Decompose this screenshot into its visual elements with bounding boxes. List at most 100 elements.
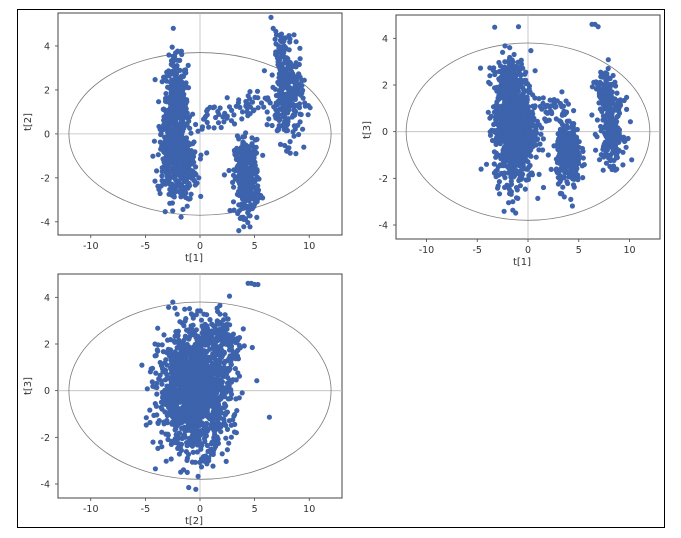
y-tick-label: -4 [41,480,50,491]
y-tick-label: 4 [44,41,50,52]
data-point [514,103,521,109]
data-point [514,125,521,131]
data-point [513,63,520,69]
data-point [569,203,575,209]
data-point [165,69,171,75]
data-point [172,333,178,339]
data-point [188,328,194,334]
data-point [168,98,175,104]
data-point [297,45,303,51]
data-point [291,32,297,38]
data-point [226,167,232,174]
data-point [172,126,178,132]
data-point [204,395,210,401]
data-point [198,372,204,378]
data-point [254,167,260,173]
data-point [230,417,236,423]
data-point [240,139,246,145]
data-point [270,25,276,31]
data-point [614,114,620,120]
data-point [569,146,575,152]
data-point [553,104,559,110]
data-point [159,444,165,450]
data-point [175,48,181,54]
data-point [562,163,568,169]
data-point [606,141,612,147]
data-point [193,401,199,407]
data-point [502,59,508,65]
data-point [241,197,247,203]
data-point [180,94,186,100]
data-point [160,127,166,133]
data-point [229,337,235,343]
data-point [292,112,298,118]
data-point [207,412,213,419]
data-point [199,353,205,359]
data-point [181,337,187,343]
data-point [615,98,621,104]
data-point [515,95,521,101]
data-point [193,164,199,170]
data-point [189,425,195,431]
data-point [499,114,505,120]
data-point [299,83,305,89]
data-point [159,365,166,372]
data-point [201,431,207,437]
data-point [536,122,542,128]
data-point [198,317,205,323]
data-point [165,374,171,380]
data-point [291,107,297,113]
data-point [209,362,215,368]
data-point [172,439,178,446]
data-point [487,115,493,121]
data-point [612,167,618,173]
data-point [253,150,260,156]
data-point [573,149,579,155]
data-point [526,164,532,170]
data-point [509,120,515,126]
data-point [559,89,565,95]
data-point [511,74,518,80]
data-point [172,109,178,115]
data-point [170,299,176,305]
data-point [155,152,161,158]
data-point [198,446,204,452]
data-point [567,155,573,161]
data-point [519,94,526,100]
data-point [287,139,293,145]
data-point [190,449,196,455]
x-tick-label: 0 [525,245,531,256]
data-point [224,426,231,432]
data-point [300,87,306,93]
data-point [287,36,293,42]
data-point [283,102,289,109]
data-point [600,167,606,173]
data-point [496,92,502,98]
data-point [492,24,498,30]
data-point [215,308,221,315]
x-axis-label: t[1] [185,253,203,264]
data-point [181,323,187,329]
data-point [231,184,237,190]
data-point [594,117,600,123]
data-point [613,134,619,140]
data-point [213,114,219,121]
data-point [154,391,160,397]
data-point [496,191,503,197]
data-point [164,95,170,101]
data-point [515,24,522,30]
data-point [566,118,572,124]
data-point [196,347,202,353]
data-point [160,148,166,154]
data-point [256,176,262,182]
data-point [307,105,313,111]
data-point [261,68,267,74]
data-point [155,342,161,348]
data-point [519,175,525,181]
data-point [261,104,267,110]
data-point [190,312,196,318]
data-point [199,126,205,132]
data-point [272,112,278,119]
data-point [176,351,182,357]
